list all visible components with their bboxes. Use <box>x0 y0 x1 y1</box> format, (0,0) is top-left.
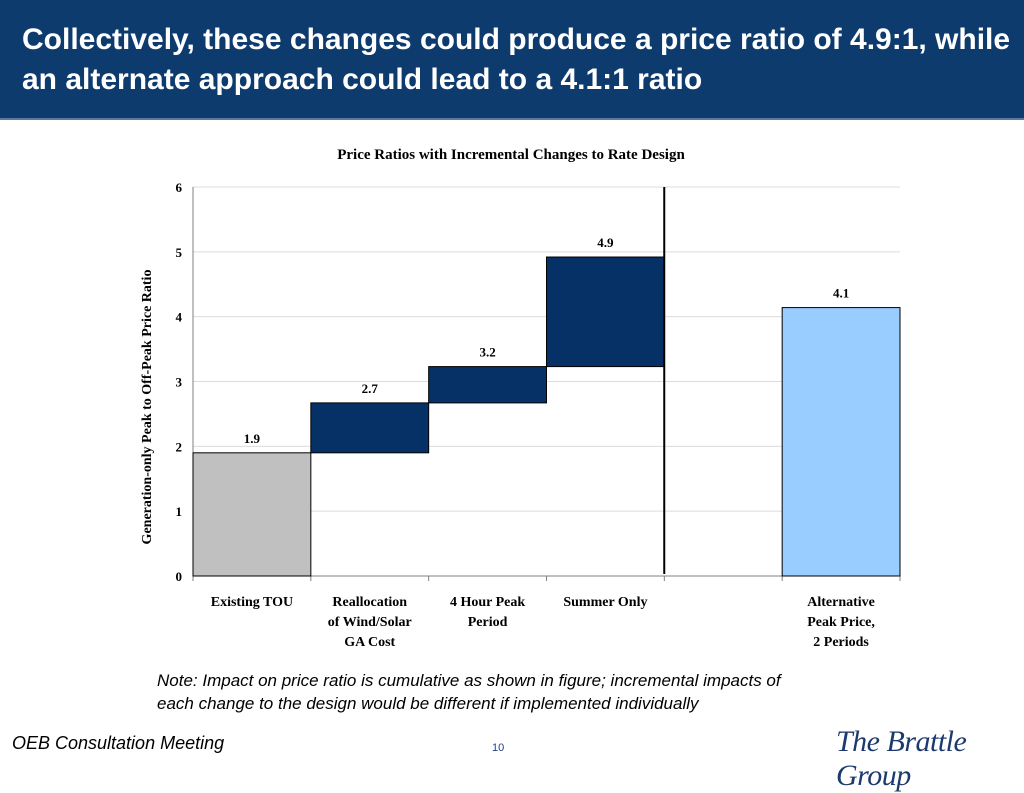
bar-value-label: 4.9 <box>597 235 614 250</box>
price-ratio-chart: Price Ratios with Incremental Changes to… <box>140 147 901 650</box>
x-category-label: Period <box>468 615 508 630</box>
bar-value-label: 1.9 <box>244 431 261 446</box>
bar <box>192 452 312 577</box>
y-tick-label: 6 <box>176 180 183 195</box>
x-category-label: GA Cost <box>344 635 395 650</box>
y-tick-label: 2 <box>176 439 183 454</box>
x-category-label: 2 Periods <box>813 635 869 650</box>
bar <box>546 256 665 368</box>
y-tick-label: 1 <box>176 504 183 519</box>
bar-value-label: 3.2 <box>479 345 495 360</box>
x-category-label: Summer Only <box>563 595 647 610</box>
title-bar: Collectively, these changes could produc… <box>0 0 1024 120</box>
slide-title: Collectively, these changes could produc… <box>22 23 1011 96</box>
chart-title: Price Ratios with Incremental Changes to… <box>337 147 685 163</box>
y-tick-label: 5 <box>176 245 183 260</box>
y-tick-label: 3 <box>176 375 183 390</box>
x-category-label: Existing TOU <box>211 595 293 610</box>
note-line-2: each change to the design would be diffe… <box>157 694 699 713</box>
bar <box>781 307 901 577</box>
x-category-label: Alternative <box>807 595 875 610</box>
bar <box>310 402 430 454</box>
note-text: Note: Impact on price ratio is cumulativ… <box>157 669 917 715</box>
brattle-logo: The Brattle Group <box>836 725 967 792</box>
bar-value-label: 2.7 <box>362 381 379 396</box>
bar <box>428 366 547 404</box>
y-tick-label: 4 <box>176 310 183 325</box>
x-category-label: of Wind/Solar <box>328 615 412 630</box>
page-number: 10 <box>492 742 505 754</box>
x-category-label: Reallocation <box>332 595 407 610</box>
bar-value-label: 4.1 <box>833 286 849 301</box>
y-axis-label: Generation-only Peak to Off-Peak Price R… <box>140 270 155 545</box>
note-line-1: Note: Impact on price ratio is cumulativ… <box>157 671 781 690</box>
y-tick-label: 0 <box>176 569 183 584</box>
x-category-label: Peak Price, <box>807 615 875 630</box>
footer-meeting-name: OEB Consultation Meeting <box>12 733 225 753</box>
x-category-label: 4 Hour Peak <box>450 595 525 610</box>
